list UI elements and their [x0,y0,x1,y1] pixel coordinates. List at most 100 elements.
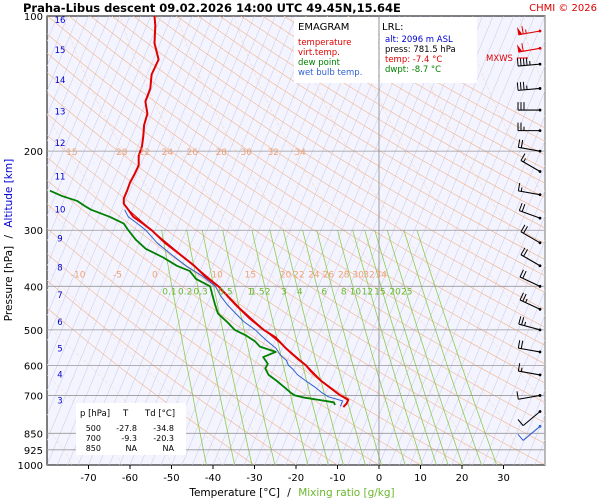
temperature-tick-label: 20 [456,473,469,484]
adiabat-label: 15 [66,148,77,158]
mixing-ratio-line [364,230,437,465]
dry-adiabat [68,16,545,328]
wind-barb-staff [520,160,541,172]
wind-barb-base [538,129,542,133]
isotherm-hatch [441,214,545,465]
isotherm-hatch [47,16,203,391]
wind-barb-base [538,424,542,428]
pressure-tick-label: 850 [24,429,43,440]
dry-adiabat [111,16,545,293]
wind-barb [517,363,542,377]
svg-text:Pressure [hPa] / A: Pressure [hPa] / Altitude [km] [3,159,15,321]
isotherm-hatch [389,90,545,465]
isotherm-hatch [472,289,545,465]
wind-barb [520,247,542,268]
wind-barb-feather [517,433,524,441]
series-dew-point [49,189,336,406]
isotherm-hatch [47,16,89,117]
wind-barb-feather [522,57,525,66]
wind-barb-base [538,241,542,245]
moist-adiabat [461,16,545,199]
mixing-ratio-line [222,230,276,465]
wind-barb [517,340,542,354]
wind-barb-half-feather [524,321,527,326]
isotherm-hatch [399,115,545,465]
table-row-p: 850 [86,444,101,453]
wind-barb-feather [516,82,519,91]
wind-barb [517,122,542,133]
adiabat-label: 32 [267,148,278,158]
isotherm-hatch [47,16,120,192]
adiabat-label: 24 [162,148,174,158]
adiabat-label: 34 [294,148,306,158]
dry-adiabat [154,16,545,260]
wind-barb-feather [519,292,524,301]
isotherm-hatch [0,16,26,465]
wind-barb-pennant [516,26,523,35]
wind-barb [517,424,542,441]
lrl-altitude: alt: 2096 m ASL [385,35,453,45]
wind-barb [519,269,542,288]
wind-barb-staff [522,411,541,427]
temperature-tick-label: 10 [414,473,427,484]
wind-barb [516,25,542,36]
mixing-ratio-label: 4 [297,288,303,298]
temperature-tick-label: -40 [205,473,221,484]
isotherm-hatch [555,16,600,465]
wind-barb-feather [518,316,522,325]
adiabat-label: 24 [308,270,320,280]
wind-barb-feather [519,82,522,91]
wind-barb-staff [520,231,541,244]
altitude-tick-label: 5 [57,344,62,354]
pressure-tick-label: 600 [24,361,43,372]
isotherm-hatch [47,16,151,267]
wind-barb-feather [523,249,528,257]
dry-adiabat [47,72,545,403]
isotherm-hatch [0,16,6,465]
wind-barb-base [538,87,542,90]
adiabat-label: 20 [116,148,128,158]
isotherm-hatch [47,16,162,292]
table-row-p: 500 [86,424,101,433]
mixing-ratio-line [337,230,406,465]
legend-temperature: temperature [298,38,351,48]
isotherm-hatch [212,16,400,465]
wind-barb [516,57,542,67]
isotherm-hatch [47,16,214,416]
mixing-ratio-label: 2 [265,288,271,298]
isotherm-hatch [0,16,16,465]
pressure-tick-label: 925 [24,446,43,457]
adiabat-label: -10 [71,270,86,280]
mixing-ratio-line [352,230,423,465]
x-axis-title: Temperature [°C] / Mixing ratio [g/kg] [188,487,394,499]
mixing-ratio-label: 0.2 [178,288,192,298]
isotherm-hatch [109,16,297,465]
table-header-td: Td [°C] [144,409,175,419]
adiabat-label: 22 [293,270,304,280]
mixing-ratio-line [374,230,449,465]
isotherm-hatch [409,140,545,465]
pressure-tick-label: 1000 [18,461,43,472]
lrl-pressure: press: 781.5 hPa [385,45,456,55]
isotherm-hatch [430,189,545,465]
isotherm-hatch [171,16,359,465]
isotherm-hatch [503,364,545,465]
copyright: CHMI © 2026 [529,3,597,14]
wind-barb-feather [521,203,526,212]
wind-barb-base [538,373,542,377]
moist-adiabat [404,16,545,276]
isotherm-hatch [368,40,545,465]
adiabat-label: 34 [375,270,387,280]
mixing-ratio-line [316,230,382,465]
wind-barb-half-feather [525,29,527,34]
isotherm-hatch [47,16,141,242]
altitude-tick-label: 16 [55,16,66,26]
wind-barb-staff [518,347,541,353]
isotherm-hatch [140,16,328,465]
x-axis-label-mixing: Mixing ratio [g/kg] [298,487,394,499]
y-axis-label-altitude: Altitude [km] [3,159,15,228]
dry-adiabat [47,52,545,384]
adiabat-label: -5 [113,270,122,280]
wind-barb-feather [520,224,526,233]
altitude-tick-label: 13 [55,107,66,117]
